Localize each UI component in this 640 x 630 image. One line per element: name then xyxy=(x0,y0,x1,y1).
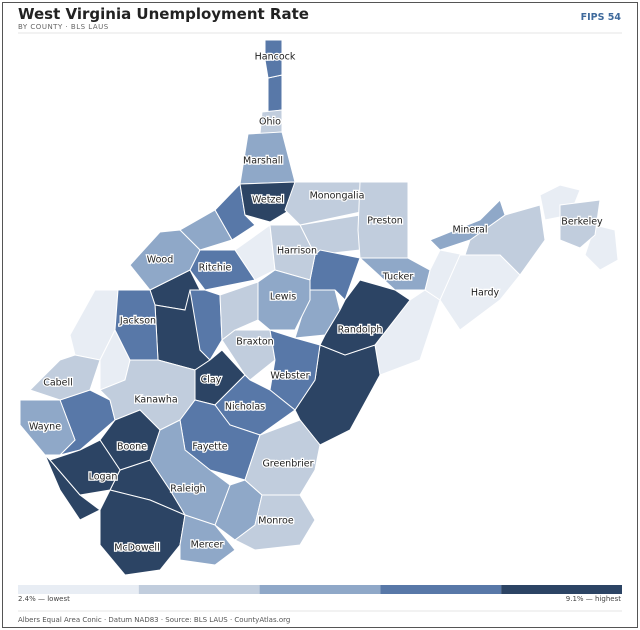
county xyxy=(219,281,259,341)
county xyxy=(239,181,296,223)
title: West Virginia Unemployment Rate xyxy=(18,5,309,23)
county xyxy=(264,39,283,79)
county-label: Monroe xyxy=(258,516,294,527)
legend-swatch xyxy=(259,585,381,594)
legend-swatch xyxy=(138,585,260,594)
county xyxy=(429,199,506,251)
county-label: Randolph xyxy=(338,325,383,336)
county xyxy=(189,249,256,291)
county xyxy=(284,181,371,226)
county-label: Hancock xyxy=(255,52,296,63)
footer: Albers Equal Area Conic · Datum NAD83 · … xyxy=(18,616,290,624)
county-label: Fayette xyxy=(192,442,227,453)
county xyxy=(439,254,521,331)
county xyxy=(269,329,321,411)
county-label: Kanawha xyxy=(134,395,177,406)
county-label: Boone xyxy=(117,442,147,453)
legend-swatch xyxy=(501,585,622,594)
legend-swatch xyxy=(18,585,139,594)
county-label: Wayne xyxy=(29,422,61,433)
county-label: Monongalia xyxy=(310,191,365,202)
county-label: Mineral xyxy=(452,225,487,236)
county xyxy=(319,279,411,356)
county-label: Hardy xyxy=(471,288,500,299)
legend-high-label: 9.1% — highest xyxy=(566,595,621,603)
county-map xyxy=(19,39,619,576)
county-label: Wetzel xyxy=(252,195,284,206)
county-label: Clay xyxy=(201,375,222,386)
subtitle: BY COUNTY · BLS LAUS xyxy=(18,23,109,31)
county-label: Greenbrier xyxy=(262,459,313,470)
fips-badge: FIPS 54 xyxy=(581,12,622,23)
county-label: Logan xyxy=(89,472,118,483)
county-label: Berkeley xyxy=(561,217,603,228)
legend xyxy=(18,585,622,594)
county-label: Lewis xyxy=(270,292,296,303)
county-label: McDowell xyxy=(114,543,159,554)
county xyxy=(19,399,76,456)
county xyxy=(358,257,431,291)
county-label: Ohio xyxy=(259,117,281,128)
county-label: Jackson xyxy=(119,316,156,327)
county-label: Webster xyxy=(270,371,309,382)
county-label: Preston xyxy=(367,216,403,227)
county-label: Tucker xyxy=(382,272,414,283)
county-label: Harrison xyxy=(277,246,317,257)
county xyxy=(257,269,311,331)
county-label: Wood xyxy=(147,255,174,266)
county xyxy=(244,419,321,496)
legend-low-label: 2.4% — lowest xyxy=(18,595,70,603)
county xyxy=(267,74,283,113)
county-label: Marshall xyxy=(243,156,283,167)
county-label: Ritchie xyxy=(199,263,232,274)
county-label: Cabell xyxy=(43,378,73,389)
county xyxy=(234,494,316,551)
legend-swatch xyxy=(380,585,502,594)
county-label: Braxton xyxy=(236,337,273,348)
county-label: Nicholas xyxy=(225,402,265,413)
county-label: Mercer xyxy=(191,540,224,551)
county-label: Raleigh xyxy=(170,484,205,495)
county xyxy=(179,514,236,566)
county xyxy=(309,249,361,301)
county xyxy=(559,199,601,249)
county-labels: Hancock Ohio Marshall Wetzel Monongalia Prest… xyxy=(28,50,605,555)
county xyxy=(269,224,316,281)
county xyxy=(49,439,121,496)
county xyxy=(149,419,231,526)
